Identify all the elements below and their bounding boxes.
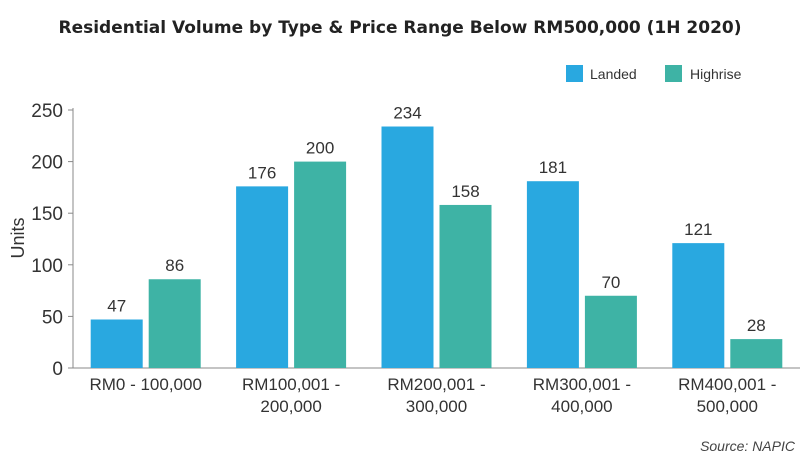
bar-landed-4 [526, 181, 579, 368]
bar-highrise-3 [439, 204, 492, 368]
y-tick-label: 200 [31, 153, 63, 174]
x-tick-label: RM400,001 - [678, 375, 776, 394]
y-tick-label: 100 [31, 256, 63, 277]
legend-label-landed: Landed [590, 66, 637, 82]
data-label-highrise-5: 28 [747, 316, 766, 335]
bar-highrise-4 [584, 295, 637, 368]
y-tick-label: 150 [31, 204, 63, 225]
legend-swatch-landed [566, 65, 583, 82]
data-label-landed-2: 176 [248, 163, 276, 182]
category-labels: RM0 - 100,000 RM100,001 - 200,000 RM200,001… [89, 375, 776, 416]
data-label-landed-5: 121 [684, 220, 712, 239]
legend-swatch-highrise [665, 65, 682, 82]
data-label-highrise-4: 70 [601, 273, 620, 292]
bar-landed-2 [236, 186, 289, 368]
data-labels: 47 86 176 200 234 158 181 70 121 28 [107, 104, 766, 336]
x-tick-label: 200,000 [260, 397, 321, 416]
legend: Landed Highrise [566, 65, 742, 82]
data-label-landed-3: 234 [393, 104, 421, 123]
x-tick-label: 300,000 [406, 397, 467, 416]
x-tick-label: 500,000 [697, 397, 758, 416]
chart-title: Residential Volume by Type & Price Range… [58, 18, 741, 38]
y-axis-label: Units [8, 217, 28, 258]
bar-landed-5 [672, 243, 725, 368]
data-label-highrise-3: 158 [451, 182, 479, 201]
y-tick-label: 0 [52, 359, 63, 380]
bar-landed-1 [90, 319, 143, 368]
legend-label-highrise: Highrise [690, 66, 742, 82]
y-tick-label: 50 [42, 307, 63, 328]
bar-highrise-5 [730, 339, 783, 368]
x-tick-label: RM100,001 - [242, 375, 340, 394]
x-tick-label: RM200,001 - [387, 375, 485, 394]
bars [90, 126, 783, 369]
data-label-highrise-2: 200 [306, 139, 334, 158]
y-axis-ticks: 0 50 100 150 200 250 [31, 101, 73, 380]
x-tick-label: RM300,001 - [533, 375, 631, 394]
y-tick-label: 250 [31, 101, 63, 122]
data-label-landed-1: 47 [107, 296, 126, 315]
data-label-highrise-1: 86 [165, 256, 184, 275]
data-label-landed-4: 181 [539, 158, 567, 177]
bar-highrise-2 [294, 161, 347, 368]
x-tick-label: 400,000 [551, 397, 612, 416]
x-tick-label: RM0 - 100,000 [89, 375, 201, 394]
source-note: Source: NAPIC [700, 438, 796, 454]
bar-landed-3 [381, 126, 434, 369]
bar-highrise-1 [148, 279, 201, 368]
